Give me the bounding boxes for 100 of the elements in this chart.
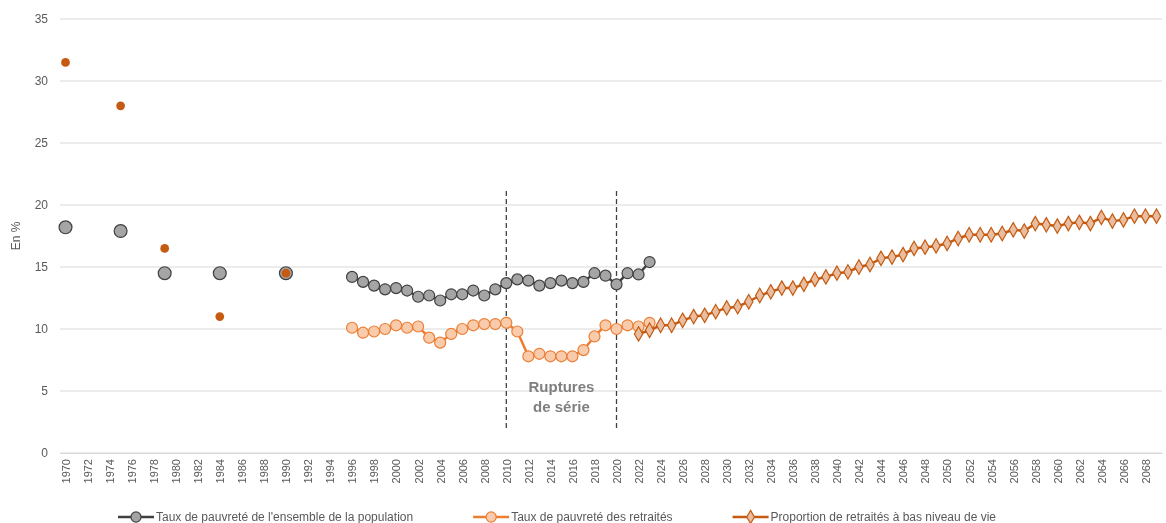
point [434, 294, 447, 307]
point [511, 273, 524, 286]
x-tick-label: 2038 [809, 459, 822, 484]
point [401, 284, 414, 297]
x-tick-label: 1978 [148, 459, 161, 484]
legend-label: Taux de pauvreté des retraités [511, 510, 673, 523]
x-tick-label: 2028 [699, 459, 712, 484]
x-tick-label: 2020 [610, 459, 623, 484]
y-tick-label: 5 [41, 384, 49, 399]
point [390, 319, 403, 332]
x-tick-label: 2030 [721, 459, 734, 484]
point [378, 283, 392, 296]
x-tick-label: 2068 [1139, 459, 1152, 484]
y-axis-title: En % [9, 221, 23, 251]
x-tick-label: 2062 [1073, 459, 1086, 484]
x-tick-label: 1982 [192, 459, 205, 484]
point [588, 267, 601, 280]
x-tick-label: 1994 [324, 459, 337, 484]
point [412, 320, 425, 333]
x-tick-label: 2052 [963, 459, 976, 484]
point [489, 317, 502, 331]
annotation: Ruptures de série [528, 378, 595, 415]
point [445, 288, 458, 301]
point [113, 224, 128, 239]
x-tick-label: 1976 [125, 459, 138, 484]
x-tick-label: 2036 [787, 459, 800, 484]
point [522, 350, 535, 363]
x-tick-label: 2010 [500, 459, 513, 484]
point [511, 325, 524, 338]
x-tick-label: 2058 [1029, 459, 1042, 484]
point [555, 274, 568, 287]
y-tick-label: 35 [34, 12, 49, 27]
point [215, 312, 225, 321]
x-tick-label: 2018 [588, 459, 601, 484]
point [621, 267, 634, 280]
x-tick-label: 1974 [103, 459, 116, 484]
x-tick-label: 2008 [478, 459, 491, 484]
y-tick-label: 0 [41, 446, 49, 461]
point [212, 266, 227, 281]
x-tick-label: 1970 [59, 459, 72, 484]
y-tick-label: 15 [34, 260, 49, 275]
x-tick-label: 1998 [368, 459, 381, 484]
point [500, 316, 513, 329]
x-tick-label: 2034 [765, 459, 778, 484]
x-tick-label: 1972 [81, 459, 94, 484]
legend-label: Taux de pauvreté de l'ensemble de la population [156, 510, 414, 523]
y-tick-label: 30 [34, 74, 49, 89]
point [445, 327, 458, 341]
point [555, 350, 568, 363]
x-tick-label: 2004 [434, 459, 447, 484]
x-tick-label: 2026 [676, 459, 689, 484]
x-tick-label: 2014 [544, 459, 557, 484]
x-tick-label: 2032 [743, 459, 756, 484]
x-tick-label: 1980 [170, 459, 183, 484]
y-tick-label: 20 [34, 198, 49, 213]
point [610, 322, 623, 336]
point [467, 319, 480, 332]
point [345, 270, 359, 284]
point [434, 336, 447, 349]
point [599, 319, 612, 332]
point [610, 278, 623, 291]
x-tick-label: 2006 [456, 459, 469, 484]
point [423, 289, 436, 302]
x-tick-label: 2044 [875, 459, 888, 484]
point [533, 279, 546, 292]
y-tick-label: 25 [34, 136, 49, 151]
point [423, 331, 436, 344]
point [621, 319, 634, 332]
point [489, 283, 502, 296]
x-tick-label: 2040 [831, 459, 844, 484]
point [522, 274, 535, 287]
point [378, 322, 392, 336]
x-tick-label: 2022 [632, 459, 645, 484]
point [367, 279, 381, 292]
x-tick-label: 1990 [280, 459, 293, 484]
point [566, 277, 579, 290]
x-tick-label: 2048 [919, 459, 932, 484]
x-tick-label: 2066 [1117, 459, 1130, 484]
point [588, 330, 601, 343]
point [478, 317, 491, 331]
point [577, 343, 590, 357]
x-tick-label: 2000 [390, 459, 403, 484]
point [412, 290, 425, 303]
x-tick-label: 2054 [985, 459, 998, 484]
x-tick-label: 2056 [1007, 459, 1020, 484]
point [632, 268, 645, 281]
point [544, 277, 557, 290]
point [356, 275, 370, 288]
point [401, 321, 414, 334]
point [467, 284, 480, 297]
point [533, 347, 546, 360]
point [599, 269, 612, 282]
x-tick-label: 1996 [346, 459, 359, 484]
x-tick-label: 2060 [1051, 459, 1064, 484]
x-tick-label: 1984 [214, 459, 227, 484]
point [116, 101, 125, 111]
point [577, 275, 590, 288]
point [356, 326, 370, 339]
point [566, 350, 579, 363]
point [643, 255, 656, 269]
